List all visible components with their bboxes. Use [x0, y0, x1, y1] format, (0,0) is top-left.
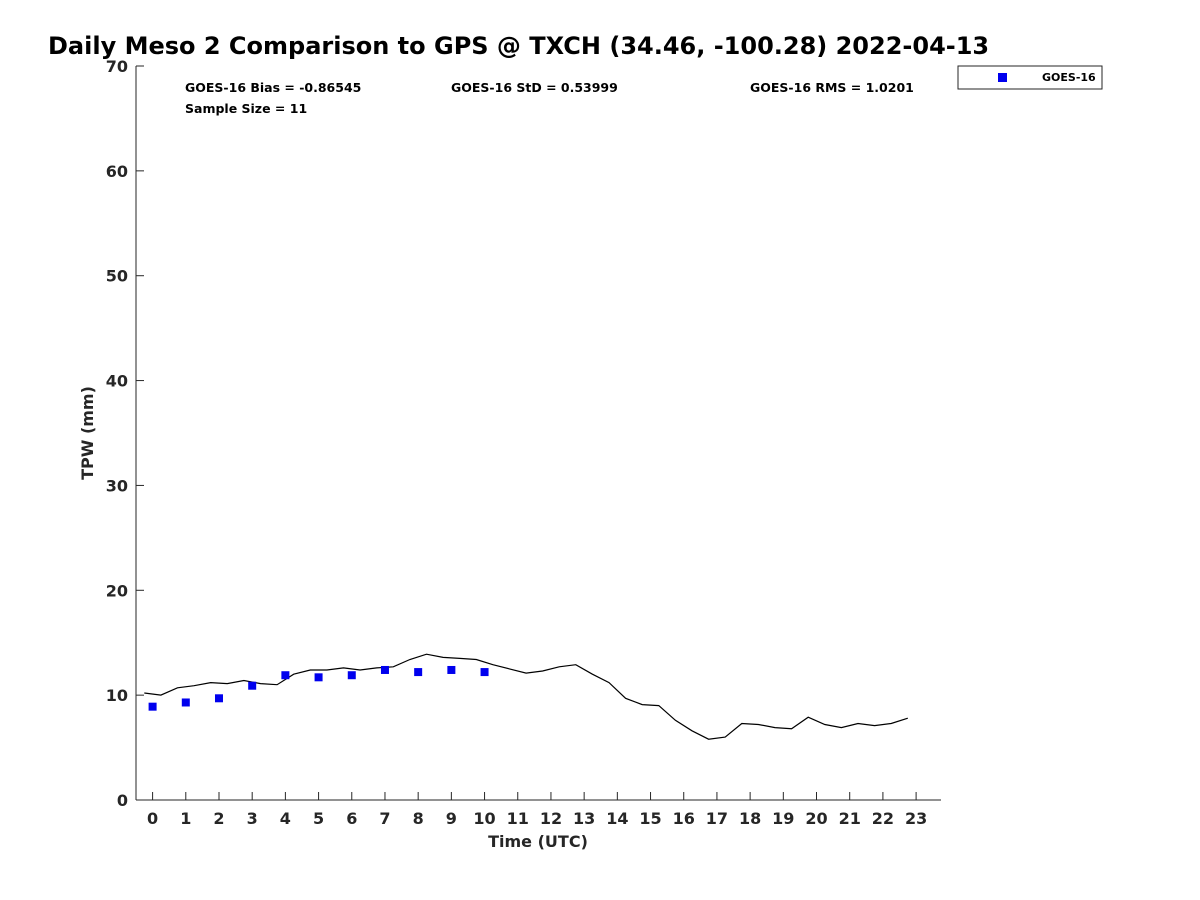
y-tick-label: 20	[106, 581, 128, 600]
goes16-point	[148, 702, 157, 711]
x-ticks: 0 1 2 3 4 5 6 7 8 9 10 11 12 13 14 15 16 17 18 19 20 21 22 23	[147, 792, 927, 828]
stat-std: GOES-16 StD = 0.53999	[451, 80, 618, 95]
y-tick-label: 10	[106, 686, 128, 705]
stat-rms: GOES-16 RMS = 1.0201	[750, 80, 914, 95]
y-tick-label: 30	[106, 476, 128, 495]
y-tick-label: 0	[117, 791, 128, 810]
y-tick-label: 50	[106, 267, 128, 286]
legend: GOES-16	[957, 65, 1103, 90]
x-tick-label: 16	[673, 809, 695, 828]
goes16-point	[347, 671, 356, 680]
y-axis-label: TPW (mm)	[78, 386, 97, 480]
x-tick-label: 10	[473, 809, 495, 828]
legend-box	[957, 65, 1103, 90]
x-tick-label: 0	[147, 809, 158, 828]
x-tick-label: 3	[247, 809, 258, 828]
x-tick-label: 7	[379, 809, 390, 828]
x-tick-label: 22	[872, 809, 894, 828]
x-tick-label: 21	[839, 809, 861, 828]
x-tick-label: 14	[606, 809, 628, 828]
x-axis-label: Time (UTC)	[488, 832, 588, 851]
x-tick-label: 18	[739, 809, 761, 828]
x-tick-label: 5	[313, 809, 324, 828]
x-tick-label: 8	[413, 809, 424, 828]
goes16-point	[181, 698, 190, 707]
y-tick-label: 70	[106, 57, 128, 76]
y-tick-label: 40	[106, 372, 128, 391]
series-layer	[144, 653, 908, 740]
goes16-point	[214, 694, 223, 703]
goes16-point	[314, 673, 323, 682]
goes16-point	[480, 668, 489, 677]
goes16-point	[380, 665, 389, 674]
x-tick-label: 4	[280, 809, 291, 828]
x-tick-label: 6	[346, 809, 357, 828]
x-tick-label: 19	[772, 809, 794, 828]
x-tick-label: 2	[213, 809, 224, 828]
x-tick-label: 17	[706, 809, 728, 828]
x-tick-label: 11	[507, 809, 529, 828]
stat-sample-size: Sample Size = 11	[185, 101, 307, 116]
x-tick-label: 23	[905, 809, 927, 828]
goes16-point	[248, 681, 257, 690]
stat-bias: GOES-16 Bias = -0.86545	[185, 80, 361, 95]
x-tick-label: 13	[573, 809, 595, 828]
goes16-point	[447, 665, 456, 674]
y-ticks: 0 10 20 30 40 50 60 70	[106, 57, 144, 810]
legend-label-goes16: GOES-16	[1042, 71, 1096, 84]
x-tick-label: 9	[446, 809, 457, 828]
y-tick-label: 60	[106, 162, 128, 181]
goes16-point	[281, 671, 290, 680]
x-tick-label: 15	[639, 809, 661, 828]
legend-marker-goes16	[998, 73, 1007, 82]
gps-series-line	[144, 653, 908, 740]
chart-title: Daily Meso 2 Comparison to GPS @ TXCH (3…	[48, 32, 989, 60]
x-tick-label: 1	[180, 809, 191, 828]
x-tick-label: 12	[540, 809, 562, 828]
goes16-point	[414, 668, 423, 677]
x-tick-label: 20	[805, 809, 827, 828]
